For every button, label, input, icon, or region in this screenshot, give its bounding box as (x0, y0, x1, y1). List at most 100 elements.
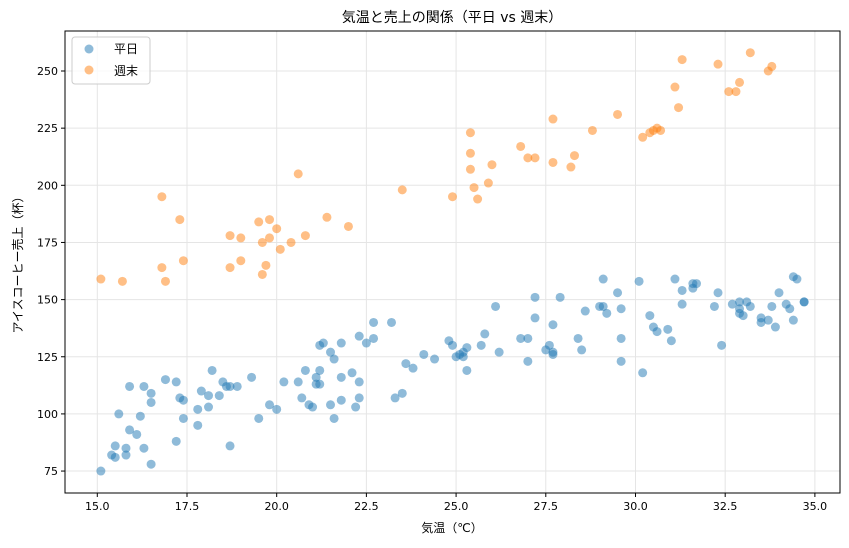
legend-box (71, 36, 151, 85)
weekday-point (767, 301, 777, 311)
weekend-point (638, 132, 648, 142)
weekday-point (756, 317, 766, 327)
weekend-point (473, 194, 483, 204)
weekend-point (487, 160, 497, 170)
weekend-point (713, 59, 723, 69)
weekday-point (204, 402, 214, 412)
weekend-point (265, 215, 275, 225)
x-tick-label: 20.0 (264, 500, 289, 513)
y-tick-label: 125 (37, 351, 58, 364)
weekday-point (178, 413, 188, 423)
weekday-point (336, 338, 346, 348)
weekend-point (236, 233, 246, 243)
weekday-point (598, 301, 608, 311)
y-tick-label: 250 (37, 65, 58, 78)
weekday-point (193, 420, 203, 430)
weekday-point (232, 381, 242, 391)
weekend-point (587, 125, 597, 135)
weekend-point (160, 276, 170, 286)
weekday-point (494, 347, 504, 357)
weekday-point (297, 393, 307, 403)
weekday-point (645, 311, 655, 321)
y-tick-label: 200 (37, 179, 58, 192)
weekday-point (523, 333, 533, 343)
weekday-point (516, 333, 526, 343)
weekday-point (774, 288, 784, 298)
weekday-point (763, 315, 773, 325)
weekday-point (146, 459, 156, 469)
weekday-point (125, 425, 135, 435)
weekend-point (656, 125, 666, 135)
weekday-point (713, 288, 723, 298)
legend-marker-weekend (84, 65, 94, 75)
weekday-point (300, 365, 310, 375)
x-tick-label: 30.0 (623, 500, 648, 513)
weekend-point (724, 87, 734, 97)
weekend-point (293, 169, 303, 179)
weekday-point (354, 331, 364, 341)
weekday-point (419, 349, 429, 359)
weekday-point (555, 292, 565, 302)
weekday-point (178, 395, 188, 405)
weekday-point (336, 372, 346, 382)
weekday-point (799, 297, 809, 307)
x-tick-label: 25.0 (444, 500, 469, 513)
weekday-point (110, 441, 120, 451)
weekday-point (397, 388, 407, 398)
weekday-point (788, 315, 798, 325)
weekday-point (613, 288, 623, 298)
weekday-point (580, 306, 590, 316)
weekend-point (448, 192, 457, 202)
weekend-point (569, 151, 579, 161)
weekend-point (397, 185, 407, 195)
weekday-point (315, 379, 325, 389)
weekday-point (691, 279, 701, 289)
weekend-point (257, 237, 267, 247)
weekday-point (785, 304, 795, 314)
legend: 平日 週末 (71, 36, 151, 85)
weekday-point (770, 322, 780, 332)
weekend-point (465, 148, 475, 158)
weekday-point (602, 308, 612, 318)
y-tick-label: 100 (37, 408, 58, 421)
weekday-point (677, 285, 687, 295)
weekday-point (548, 349, 558, 359)
weekday-point (315, 365, 325, 375)
weekday-point (663, 324, 673, 334)
weekend-point (645, 128, 655, 138)
weekday-point (709, 301, 719, 311)
weekend-point (469, 183, 479, 193)
weekend-point (465, 164, 475, 174)
weekday-point (114, 409, 124, 419)
weekday-point (171, 377, 181, 387)
weekday-point (347, 368, 357, 378)
weekday-point (577, 345, 587, 355)
weekend-point (236, 256, 246, 266)
y-axis-label: アイスコーヒー売上（杯） (10, 190, 25, 333)
weekday-point (146, 397, 156, 407)
weekend-point (613, 109, 623, 119)
weekday-point (354, 393, 364, 403)
weekday-point (369, 317, 379, 327)
weekday-point (369, 333, 379, 343)
weekday-point (171, 436, 181, 446)
weekend-point (523, 153, 533, 163)
weekend-point (272, 224, 282, 234)
weekday-point (735, 297, 745, 307)
weekday-point (254, 413, 264, 423)
weekday-point (121, 450, 131, 460)
weekday-point (125, 381, 135, 391)
weekday-point (634, 276, 644, 286)
y-tick-label: 75 (44, 465, 58, 478)
weekday-point (326, 400, 336, 410)
weekday-point (408, 363, 418, 373)
weekday-point (96, 466, 106, 476)
weekday-point (214, 391, 224, 401)
weekday-point (110, 452, 120, 462)
weekday-point (193, 404, 203, 414)
weekday-point (311, 372, 321, 382)
plot-frame (64, 30, 841, 494)
grid (65, 31, 840, 493)
weekend-point (257, 269, 267, 279)
